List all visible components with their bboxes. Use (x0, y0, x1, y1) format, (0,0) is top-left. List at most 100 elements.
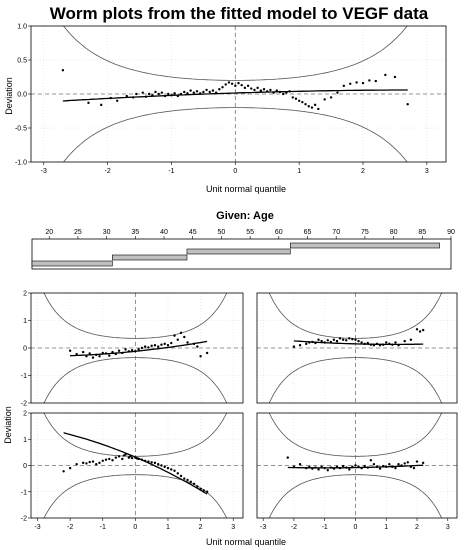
data-point (227, 81, 231, 84)
panel-frame (256, 412, 458, 519)
lower-ci-curve (268, 474, 443, 518)
data-point (393, 75, 397, 79)
age-tick-label: 85 (418, 229, 426, 236)
data-point (196, 345, 199, 348)
data-point (237, 81, 240, 85)
fitted-curve (63, 432, 208, 495)
data-point (88, 352, 91, 355)
data-point (256, 86, 259, 90)
y-tick-label: 0 (23, 346, 27, 353)
data-point (332, 338, 336, 341)
data-point (348, 468, 351, 471)
age-interval-bar (289, 242, 440, 249)
y-tick-label: 0.5 (17, 58, 27, 65)
confidence-bands (43, 293, 228, 403)
data-point (111, 459, 114, 462)
data-point (304, 103, 307, 106)
data-point (75, 462, 78, 466)
data-point (357, 339, 360, 343)
confidence-bands (268, 293, 443, 403)
confidence-bands (62, 26, 408, 162)
data-point (240, 83, 243, 87)
data-point (298, 344, 302, 347)
age-tick-label: 30 (103, 229, 111, 236)
data-point (253, 88, 256, 92)
x-tick-label: -2 (291, 524, 297, 531)
age-tick-label: 50 (218, 229, 226, 236)
data-point (329, 96, 333, 99)
data-point (218, 88, 221, 91)
data-point (360, 341, 363, 344)
data-point (192, 91, 196, 94)
y-axis-label-top: Deviation (4, 77, 14, 115)
data-point (234, 84, 237, 88)
data-point (338, 337, 342, 340)
age-interval-bar (31, 260, 113, 267)
data-point (326, 469, 329, 472)
data-point (317, 338, 320, 341)
y-tick-label: -2 (21, 401, 27, 408)
data-point (167, 92, 170, 96)
conditioned-worm-panels: -3 -2 -1 0 1 2 3 -2 -1 0 1 2 -3 -2 -1 0 1 2 3 -2 -1 0 1 2 (21, 291, 458, 531)
data-point (108, 354, 111, 357)
x-tick-label: -2 (67, 524, 73, 531)
age-tick-label: 25 (74, 229, 82, 236)
data-point (323, 98, 326, 101)
data-point (179, 331, 183, 335)
panel-frame (256, 292, 458, 404)
data-point (117, 455, 121, 458)
data-point (186, 341, 189, 344)
x-tick-label: 0 (354, 524, 358, 531)
data-point (170, 468, 173, 471)
given-title: Given: Age (216, 210, 274, 222)
data-point (130, 349, 134, 352)
data-point (100, 103, 103, 107)
data-point (157, 345, 160, 348)
data-point (298, 462, 302, 466)
data-point (388, 462, 391, 466)
data-point (127, 456, 131, 459)
y-tick-label: 0.0 (17, 92, 27, 99)
x-tick-label: -1 (322, 524, 328, 531)
data-point (137, 348, 140, 351)
data-point (61, 69, 65, 72)
data-point (418, 330, 422, 333)
y-tick-label: 1 (23, 318, 27, 325)
data-point (262, 88, 266, 91)
age-tick-label: 35 (131, 229, 139, 236)
data-point (95, 462, 98, 466)
data-point (415, 460, 419, 463)
age-tick-label: 90 (447, 229, 455, 236)
data-point (243, 86, 247, 90)
x-tick-label: 3 (425, 168, 429, 175)
data-point (291, 96, 294, 99)
data-point (160, 464, 163, 467)
y-tick-label: 1 (23, 437, 27, 444)
x-tick-label: 2 (361, 168, 365, 175)
upper-ci-curve (268, 413, 443, 457)
data-point (259, 89, 263, 92)
upper-ci-curve (43, 293, 228, 339)
y-tick-label: -0.5 (15, 126, 27, 133)
data-point (397, 462, 400, 466)
age-tick-label: 40 (160, 229, 168, 236)
data-point (176, 338, 179, 341)
data-point (108, 457, 111, 461)
data-point (205, 351, 209, 355)
age-tick-label: 70 (332, 229, 340, 236)
fitted-curve (287, 464, 424, 469)
lower-ci-curve (43, 357, 228, 403)
x-tick-label: 3 (446, 524, 450, 531)
data-point (205, 88, 208, 92)
data-point (368, 79, 371, 82)
upper-ci-curve (43, 413, 228, 457)
given-age-panel: 20 25 30 35 40 45 50 55 60 65 70 75 80 85 90 (31, 229, 455, 270)
data-point (87, 101, 90, 105)
age-panel-2: -3 -2 -1 0 1 2 3 (256, 412, 458, 531)
upper-ci-curve (62, 26, 408, 81)
x-tick-label: 2 (199, 524, 203, 531)
age-panel-4 (256, 292, 458, 404)
data-point (130, 456, 134, 460)
data-point (415, 328, 419, 331)
data-point (147, 346, 150, 349)
